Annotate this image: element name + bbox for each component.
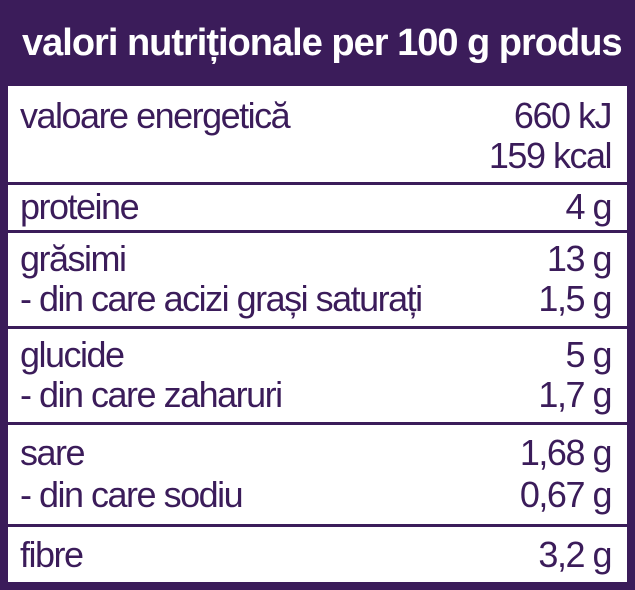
protein-value: 4 g <box>565 186 612 227</box>
fat-row: grăsimi 13 g <box>20 238 613 279</box>
sodium-label: - din care sodiu <box>20 474 244 515</box>
fibre-label: fibre <box>20 534 84 575</box>
carbs-row: glucide 5 g <box>20 334 612 375</box>
sugars-row: - din care zaharuri 1,7 g <box>20 374 612 415</box>
salt-row: sare 1,68 g <box>20 432 613 473</box>
energy-label: valoare energetică <box>20 95 291 136</box>
carbs-section: glucide 5 g - din care zaharuri 1,7 g <box>8 329 627 425</box>
energy-kj-value: 660 kJ <box>513 95 613 136</box>
sodium-row: - din care sodiu 0,67 g <box>20 474 613 515</box>
nutrition-title: valori nutriționale per 100 g produs <box>22 21 623 64</box>
fat-section: grăsimi 13 g - din care acizi grași satu… <box>8 233 627 329</box>
fat-value: 13 g <box>546 238 613 279</box>
energy-row: valoare energetică 660 kJ <box>20 95 613 136</box>
salt-section: sare 1,68 g - din care sodiu 0,67 g <box>8 425 627 527</box>
energy-section: valoare energetică 660 kJ 159 kcal <box>8 86 627 185</box>
protein-row: proteine 4 g <box>20 186 612 227</box>
fat-label: grăsimi <box>20 238 127 279</box>
saturated-value: 1,5 g <box>538 278 612 319</box>
sodium-value: 0,67 g <box>519 474 613 515</box>
carbs-value: 5 g <box>565 334 612 375</box>
fibre-value: 3,2 g <box>538 534 612 575</box>
fibre-section: fibre 3,2 g <box>8 527 627 582</box>
nutrition-header: valori nutriționale per 100 g produs <box>0 0 635 86</box>
nutrition-table: valoare energetică 660 kJ 159 kcal prote… <box>8 86 627 582</box>
protein-label: proteine <box>20 186 140 227</box>
sugars-label: - din care zaharuri <box>20 374 283 415</box>
saturated-label: - din care acizi grași saturați <box>20 278 423 319</box>
sugars-value: 1,7 g <box>538 374 612 415</box>
salt-label: sare <box>20 432 86 473</box>
energy-kcal-value: 159 kcal <box>488 135 613 176</box>
fibre-row: fibre 3,2 g <box>20 534 612 575</box>
salt-value: 1,68 g <box>519 432 613 473</box>
protein-section: proteine 4 g <box>8 185 627 233</box>
saturated-row: - din care acizi grași saturați 1,5 g <box>20 278 612 319</box>
carbs-label: glucide <box>20 334 125 375</box>
